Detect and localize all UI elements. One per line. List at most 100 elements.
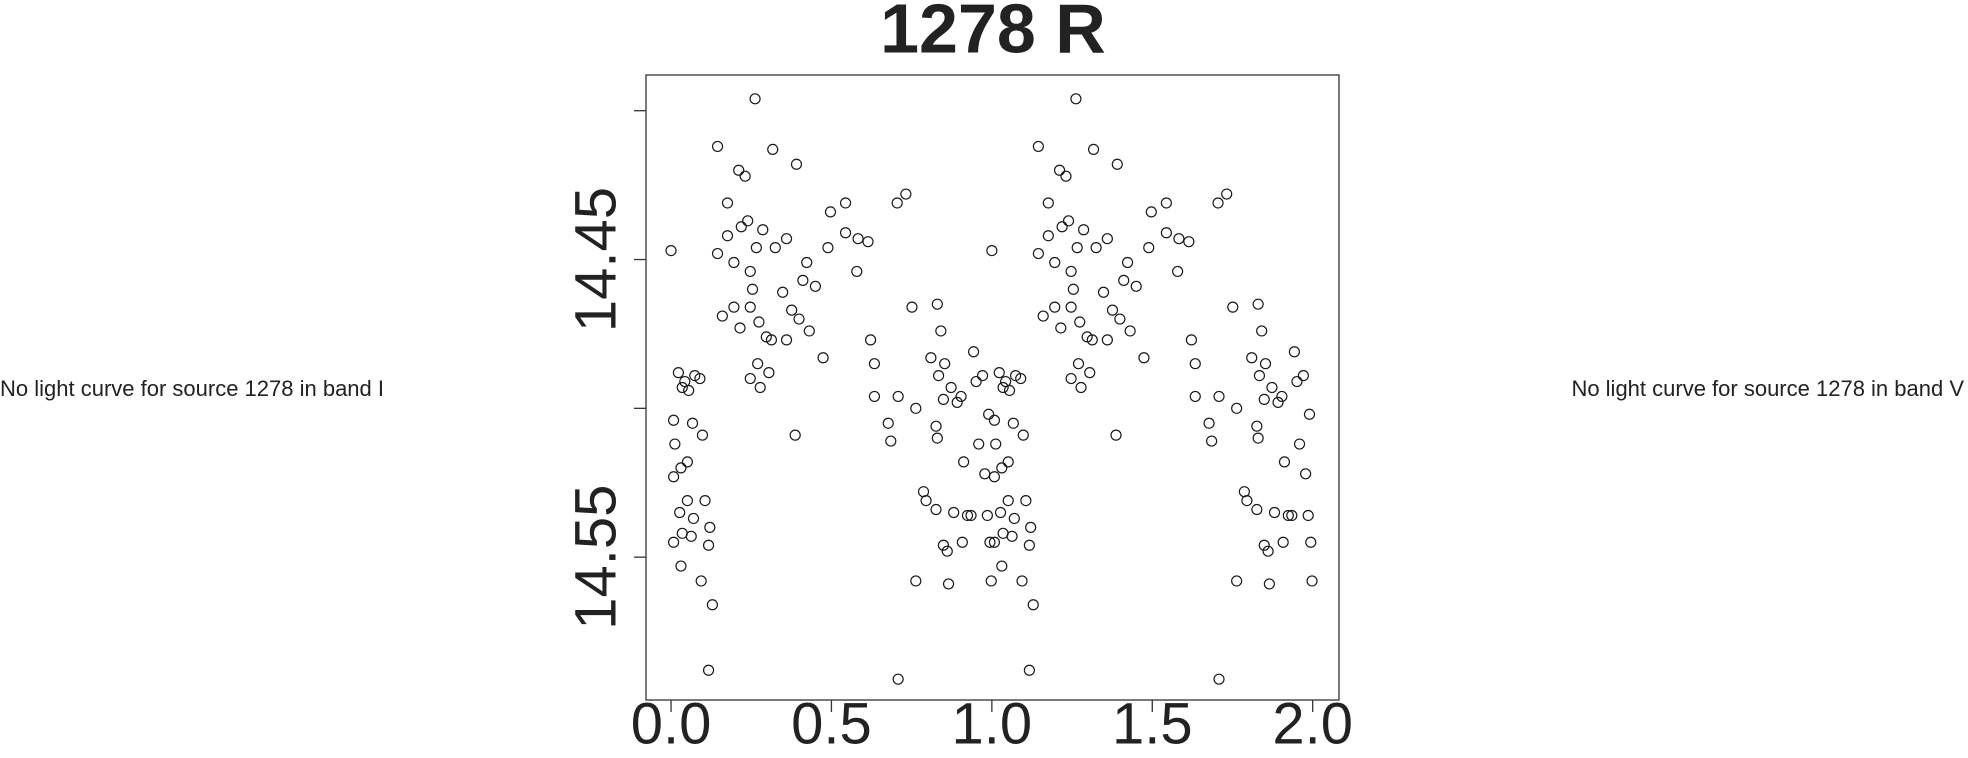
point xyxy=(988,414,1001,426)
point xyxy=(1241,494,1253,507)
point xyxy=(1203,417,1215,429)
point xyxy=(1282,509,1294,522)
y-tick-label: 14.45 xyxy=(563,187,628,332)
point xyxy=(1032,140,1044,153)
point xyxy=(931,298,943,310)
point xyxy=(675,462,687,474)
point xyxy=(754,381,766,394)
point xyxy=(817,352,829,364)
point xyxy=(1106,304,1119,316)
point xyxy=(728,301,740,313)
point xyxy=(1160,227,1172,239)
point xyxy=(910,575,922,587)
point xyxy=(852,233,864,245)
point xyxy=(1070,93,1082,105)
point xyxy=(1023,664,1035,676)
x-tick-label: 1.0 xyxy=(952,691,1033,756)
point xyxy=(801,256,813,269)
point xyxy=(983,408,995,420)
point xyxy=(1277,536,1289,548)
point xyxy=(769,242,781,254)
point xyxy=(1071,242,1083,254)
y-tick-label: 14.55 xyxy=(563,485,628,630)
point xyxy=(1227,301,1239,313)
point xyxy=(1272,396,1284,408)
point xyxy=(1206,435,1218,447)
point xyxy=(1067,283,1079,295)
point xyxy=(1023,539,1035,551)
point xyxy=(676,381,688,394)
point xyxy=(672,367,685,379)
point xyxy=(1056,221,1068,233)
point xyxy=(961,509,974,522)
point xyxy=(994,506,1007,519)
point xyxy=(839,227,852,239)
point xyxy=(951,396,963,408)
point xyxy=(932,369,945,382)
point xyxy=(920,494,932,507)
point xyxy=(711,140,724,153)
point xyxy=(976,369,989,382)
note-right: No light curve for source 1278 in band V xyxy=(1571,376,1964,401)
point xyxy=(1111,158,1123,170)
point xyxy=(1008,512,1020,525)
chart-title: 1278 R xyxy=(880,0,1106,67)
point xyxy=(1003,384,1016,397)
point xyxy=(967,346,980,358)
point xyxy=(891,197,903,209)
point xyxy=(1213,673,1225,685)
point xyxy=(1007,417,1019,429)
point xyxy=(1251,420,1263,432)
point xyxy=(1185,334,1198,346)
point xyxy=(1138,352,1150,364)
point xyxy=(683,384,695,397)
point xyxy=(986,244,998,257)
point xyxy=(721,230,734,242)
point xyxy=(667,471,680,483)
point xyxy=(1231,575,1243,587)
point xyxy=(696,429,709,441)
point xyxy=(1172,265,1184,278)
point xyxy=(1268,506,1281,519)
point xyxy=(1101,233,1113,245)
point xyxy=(702,539,715,551)
x-tick-label: 0.0 xyxy=(631,691,712,756)
point xyxy=(1300,468,1312,480)
point xyxy=(685,530,697,542)
point xyxy=(765,334,778,346)
x-tick-label: 0.5 xyxy=(791,691,872,756)
point xyxy=(864,334,877,346)
point xyxy=(706,599,719,611)
point xyxy=(803,325,815,337)
point xyxy=(1025,521,1037,533)
point xyxy=(790,158,803,170)
x-tick-label: 1.5 xyxy=(1112,691,1193,756)
point xyxy=(1065,301,1077,313)
point xyxy=(1078,224,1090,236)
point xyxy=(892,673,904,685)
point xyxy=(882,417,894,429)
point xyxy=(1263,578,1275,590)
point xyxy=(744,372,756,385)
point xyxy=(1042,230,1054,242)
point xyxy=(937,393,950,406)
point xyxy=(675,560,687,572)
point xyxy=(942,578,955,590)
point xyxy=(1276,390,1288,403)
point xyxy=(721,197,734,209)
point xyxy=(931,432,943,444)
point xyxy=(752,358,764,370)
point xyxy=(1253,369,1266,382)
point xyxy=(793,313,805,325)
point xyxy=(1183,236,1195,248)
point xyxy=(868,358,881,370)
point xyxy=(681,456,693,468)
point xyxy=(822,242,834,254)
point xyxy=(1278,456,1291,468)
point xyxy=(1305,536,1317,548)
point xyxy=(1256,325,1268,337)
x-tick-label: 2.0 xyxy=(1272,691,1353,756)
point xyxy=(988,471,1001,483)
